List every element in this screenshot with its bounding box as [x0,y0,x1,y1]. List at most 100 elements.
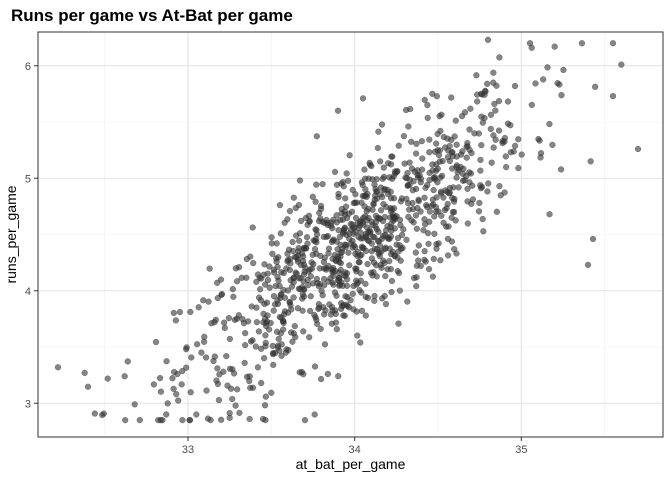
data-point [157,388,164,395]
data-point [325,245,333,252]
data-point [461,109,469,116]
data-point [391,225,398,232]
data-point [355,259,362,266]
data-point [474,98,481,105]
data-point [424,101,431,109]
data-point [361,203,368,210]
data-point [157,417,164,424]
data-point [349,186,356,194]
data-point [349,221,356,228]
data-point [431,148,439,155]
data-point [342,293,349,300]
data-point [413,283,420,290]
data-point [510,148,517,155]
data-point [136,417,143,424]
data-point [81,369,88,376]
data-point [425,240,432,247]
data-point [221,324,228,332]
data-point [476,199,483,207]
data-point [311,246,319,253]
data-point [331,289,339,296]
data-point [246,415,253,423]
data-point [359,181,366,189]
y-tick-label: 3 [25,398,31,410]
data-point [361,166,368,173]
data-point [262,343,269,350]
data-point [497,192,504,199]
data-point [258,379,265,387]
data-point [381,186,388,194]
data-point [152,338,160,346]
data-point [412,150,420,157]
data-point [357,252,364,259]
data-point [212,316,219,323]
data-point [206,265,213,272]
data-point [438,111,445,118]
data-point [200,297,207,304]
data-point [296,369,303,376]
data-point [609,40,617,47]
data-point [479,215,486,223]
data-point [268,234,275,241]
data-point [473,72,480,79]
data-point [239,316,246,323]
data-point [176,308,184,316]
data-point [300,245,307,252]
data-point [413,225,420,232]
data-point [348,208,356,215]
data-point [359,95,367,102]
data-point [451,133,458,140]
data-point [84,383,92,390]
data-point [301,417,309,424]
data-point [449,208,457,216]
data-point [343,282,351,289]
data-point [292,333,299,341]
data-point [156,375,164,382]
data-point [429,273,437,280]
data-point [262,393,269,400]
data-point [246,377,253,385]
data-point [198,349,205,356]
data-point [316,265,323,272]
data-point [371,196,378,203]
data-point [495,127,503,134]
x-axis-title: at_bat_per_game [296,456,406,472]
data-point [270,293,278,300]
data-point [364,260,371,268]
data-point [243,256,250,263]
data-point [250,260,257,267]
data-point [308,259,315,266]
data-point [490,132,497,139]
data-point [325,278,332,285]
data-point [309,251,316,258]
data-point [453,141,460,148]
data-point [421,216,428,223]
data-point [490,144,497,151]
data-point [173,391,180,398]
data-point [410,178,417,185]
data-point [287,260,294,267]
data-point [478,142,485,149]
data-point [303,234,311,241]
data-point [368,248,375,255]
data-point [477,156,484,164]
data-point [236,409,243,416]
data-point [443,205,450,212]
data-point [584,261,592,268]
data-point [284,287,292,294]
data-point [229,286,236,293]
data-point [560,66,567,74]
data-point [415,242,422,249]
data-point [424,230,432,237]
data-point [187,389,194,396]
data-point [429,167,436,174]
data-point [285,309,292,316]
data-point [220,368,227,375]
data-point [490,79,497,86]
data-point [313,181,320,188]
data-point [205,298,212,305]
data-point [243,274,250,281]
data-point [260,271,267,278]
data-point [253,304,260,311]
data-point [255,328,263,335]
